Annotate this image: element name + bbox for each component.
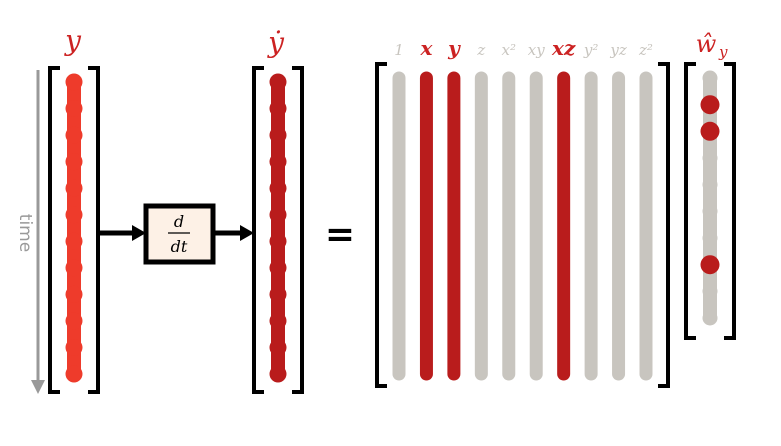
library-columns [392,71,653,381]
coefficient-nonzero [700,255,720,275]
coef-bracket-left [684,62,696,340]
coefficient-zero [702,230,718,246]
time-label: time [15,214,35,252]
ydot-vector [252,66,304,394]
y-series-point [65,312,83,330]
y-bracket-right [88,66,100,394]
library-bracket-right [658,62,670,388]
arrow-to-ydot-head [240,225,254,241]
ydot-series-point [269,312,287,330]
y-series-point [65,232,83,250]
library-term-label: xy [528,41,545,59]
ydot-series-point [269,232,287,250]
y-series-point [65,126,83,144]
coefficient-zero [702,177,718,193]
y-series-point [65,73,83,91]
y-label: y [63,24,82,57]
arrow-to-derivative-head [132,225,146,241]
library-matrix: 1 x y z x² xy xz y² yz z² [375,36,670,388]
ydot-series-point [269,339,287,356]
derivative-denominator: dt [171,237,188,256]
time-axis: time [15,70,45,394]
ydot-bracket-right [292,66,304,394]
coefficient-nonzero [700,121,720,141]
derivative-box [143,203,216,265]
coefficient-entries [700,70,720,326]
time-arrow-head [31,380,45,394]
ydot-label: ẏ [266,26,285,59]
library-bracket-left [375,62,387,388]
library-term-label: yz [609,41,626,59]
w-hat-subscript: y [718,43,728,61]
ydot-series-point [269,100,287,117]
coefficient-zero [702,310,718,326]
library-term-label: x [419,36,433,60]
y-series-point [65,100,83,117]
library-term-labels: 1 x y z x² xy xz y² yz z² [394,36,653,60]
derivative-numerator: d [174,212,184,231]
y-series-point [65,153,83,171]
y-series-points [65,73,83,383]
ydot-series-point [269,126,287,144]
y-bracket-left [48,66,60,394]
y-series-point [65,285,83,303]
coefficient-vector [684,62,736,340]
library-term-label: z [476,41,485,59]
equals-sign: = [325,214,355,255]
library-term-label: xz [551,36,576,60]
w-hat-symbol: ŵ [696,30,717,58]
ydot-series-point [269,259,287,277]
y-series-point [65,206,83,224]
y-series-point [65,365,83,383]
library-term-label: y [447,36,461,60]
library-term-label: y² [583,41,599,59]
library-term-label: 1 [394,41,404,59]
ydot-series-point [269,285,287,303]
ydot-bracket-left [252,66,264,394]
library-term-label: z² [638,41,653,59]
y-vector [48,66,100,394]
y-series-point [65,339,83,356]
ydot-series-point [269,206,287,224]
ydot-series-point [269,73,287,91]
ydot-series-point [269,179,287,197]
ydot-series-point [269,365,287,383]
derivative-operator: d dt [143,203,216,265]
coef-bracket-right [724,62,736,340]
ydot-series-point [269,153,287,171]
coefficient-zero [702,70,718,86]
coefficient-zero [702,283,718,299]
coefficient-zero [702,203,718,219]
w-hat-label: ŵ y [696,30,728,61]
coefficient-zero [702,150,718,166]
y-series-point [65,259,83,277]
ydot-series-points [269,73,287,383]
library-term-label: x² [502,41,516,59]
y-series-point [65,179,83,197]
coefficient-nonzero [700,95,720,115]
